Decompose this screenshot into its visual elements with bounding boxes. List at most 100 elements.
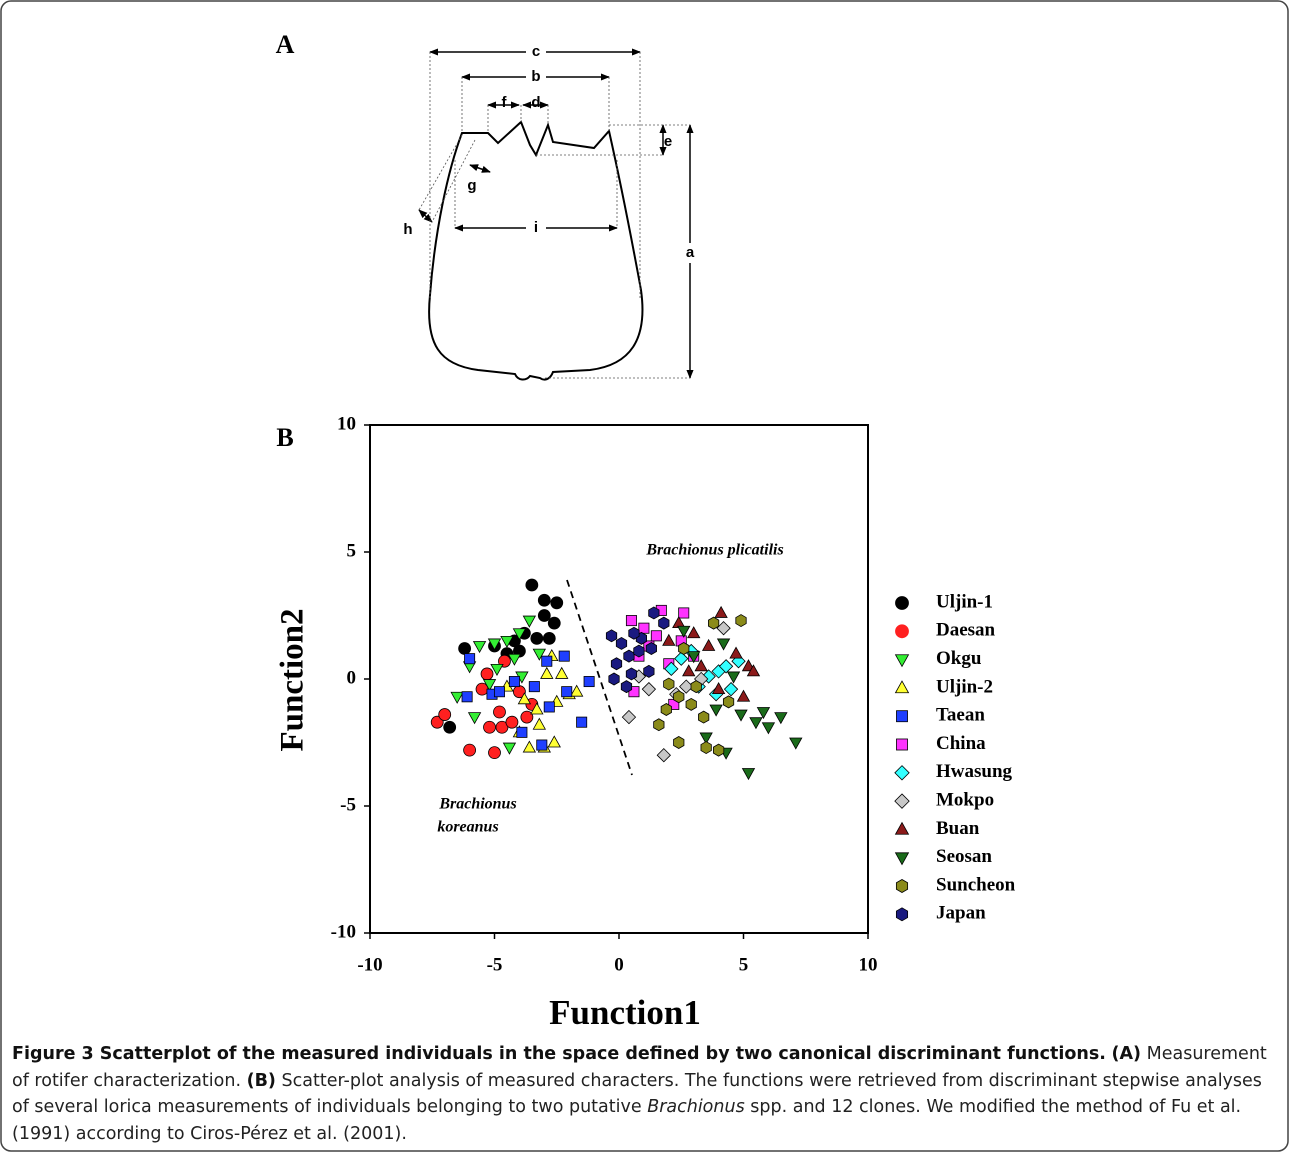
data-point: [576, 716, 588, 728]
caption-text: Measurement of rotifer characterization.: [12, 1044, 1267, 1091]
data-point: [480, 667, 494, 681]
y-tick-label: -10: [331, 921, 356, 942]
data-point: [749, 717, 763, 730]
data-point: [461, 691, 473, 703]
data-point: [516, 726, 528, 738]
legend-label: Hwasung: [936, 761, 1013, 782]
data-point: [522, 740, 537, 753]
data-point: [664, 661, 679, 677]
data-point: [694, 659, 708, 672]
data-point: [482, 679, 497, 692]
dimension-label: c: [532, 43, 540, 60]
data-point: [547, 735, 561, 748]
dimension-label: f: [502, 94, 508, 111]
data-point: [643, 664, 655, 678]
data-point: [610, 657, 623, 671]
data-point: [543, 701, 555, 713]
data-point: [687, 626, 701, 639]
data-point: [756, 707, 771, 720]
dimension-label: a: [686, 244, 695, 261]
data-point: [507, 653, 522, 666]
data-point: [530, 631, 544, 645]
caption: Figure 3 Scatterplot of the measured ind…: [12, 1041, 1278, 1147]
panel-label: B: [276, 423, 293, 452]
data-point: [463, 743, 477, 757]
legend-label: Daesan: [936, 620, 996, 641]
data-point: [540, 666, 554, 679]
data-point: [625, 667, 638, 681]
dimension-labels: c b f d e g h i a: [403, 43, 699, 263]
data-point: [430, 715, 444, 729]
data-point: [615, 636, 628, 650]
dimension-label: b: [531, 68, 540, 85]
data-point: [708, 616, 720, 630]
data-point: [502, 742, 517, 755]
data-point: [520, 710, 534, 724]
x-tick-label: 0: [614, 954, 624, 975]
data-point: [517, 692, 532, 705]
data-point: [663, 677, 675, 691]
data-point: [722, 695, 735, 709]
legend-label: Mokpo: [936, 789, 994, 810]
legend-marker: [895, 624, 909, 639]
separator-line: [566, 579, 633, 776]
data-point: [700, 741, 712, 755]
dimension-label: g: [467, 177, 476, 194]
y-tick-label: -5: [340, 794, 356, 815]
data-point: [774, 712, 788, 725]
legend-marker: [894, 654, 910, 668]
data-point: [583, 676, 595, 688]
legend-marker: [894, 793, 910, 809]
data-point: [729, 646, 743, 659]
data-point: [726, 671, 741, 684]
data-point: [450, 691, 464, 704]
data-point: [701, 638, 716, 651]
data-point: [677, 625, 691, 638]
x-axis-title: Function1: [549, 993, 701, 1032]
data-point: [746, 664, 761, 677]
data-point: [673, 690, 685, 704]
y-tick-label: 10: [337, 413, 356, 434]
data-point: [761, 722, 776, 735]
data-point: [633, 644, 645, 658]
data-point: [495, 720, 509, 734]
data-point: [537, 593, 551, 607]
data-point: [512, 628, 527, 641]
x-tick-label: -10: [357, 954, 382, 975]
data-point: [555, 666, 569, 679]
legend-marker: [895, 879, 909, 893]
data-point: [628, 626, 640, 640]
legend-label: Japan: [936, 903, 986, 924]
caption-genus: Brachionus: [647, 1097, 745, 1117]
data-point: [605, 629, 618, 643]
x-tick-label: 10: [859, 954, 878, 975]
caption-label: (B): [246, 1070, 276, 1091]
data-point: [734, 709, 748, 722]
data-point: [467, 712, 482, 725]
legend-marker: [894, 852, 910, 866]
data-point: [620, 680, 633, 694]
lorica-diagram: [418, 48, 694, 381]
data-point: [500, 636, 514, 649]
data-point: [530, 702, 544, 715]
data-point: [698, 710, 710, 724]
data-point: [542, 631, 556, 645]
data-point: [536, 739, 548, 751]
legend-label: China: [936, 733, 986, 754]
legend-label: Taean: [936, 705, 985, 726]
data-point: [493, 686, 505, 698]
data-point: [718, 659, 734, 674]
data-point: [558, 650, 570, 662]
annotation: Brachionus: [438, 796, 516, 813]
data-point: [656, 748, 671, 763]
data-point: [673, 736, 685, 749]
annotation: koreanus: [437, 819, 498, 836]
data-point: [621, 709, 637, 725]
legend-marker: [895, 596, 909, 610]
data-point: [699, 732, 713, 745]
data-point: [625, 615, 637, 627]
data-point: [674, 651, 689, 666]
data-point: [490, 663, 504, 676]
